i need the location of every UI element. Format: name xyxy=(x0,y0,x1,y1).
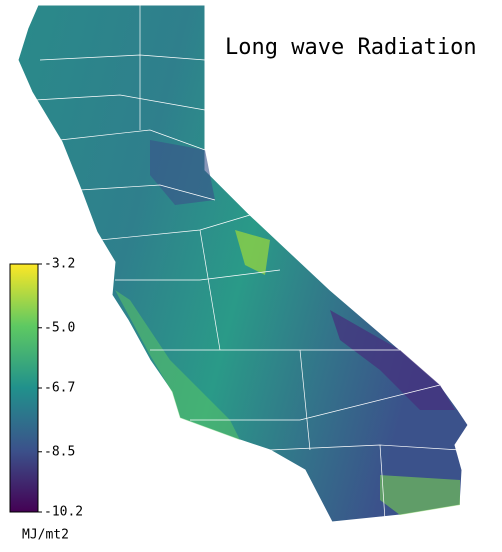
county-lines xyxy=(34,5,461,521)
bright-region xyxy=(380,475,460,515)
dark-region xyxy=(150,140,215,205)
bright-region xyxy=(115,290,240,440)
colorbar-scale xyxy=(9,263,39,513)
bright-region xyxy=(235,230,270,275)
colorbar-tick-label: -10.2 xyxy=(44,505,83,520)
colorbar-unit: MJ/mt2 xyxy=(22,528,69,543)
colorbar-tick-label: -3.2 xyxy=(44,257,75,272)
colorbar-tick-label: -8.5 xyxy=(44,444,75,459)
state-map xyxy=(17,4,469,523)
colorbar-tick-label: -5.0 xyxy=(44,320,75,335)
state-outline xyxy=(17,4,469,523)
map-title: Long wave Radiation xyxy=(225,35,477,60)
colorbar-tick-label: -6.7 xyxy=(44,381,75,396)
colorbar: -3.2 -5.0 -6.7 -8.5 -10.2 xyxy=(9,257,83,520)
dark-region xyxy=(330,310,455,410)
